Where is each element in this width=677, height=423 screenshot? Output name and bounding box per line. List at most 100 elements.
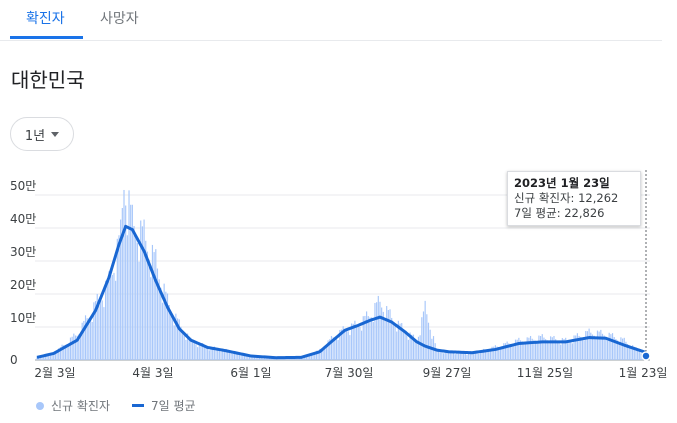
case-bar [407, 339, 410, 360]
case-bar [566, 340, 568, 360]
case-bar [397, 320, 399, 360]
case-bar [519, 340, 522, 360]
case-bar [337, 340, 339, 360]
cases-chart[interactable]: 0 10만 20만 30만 40만 50만 2월 3일 4월 3일 6월 1일 7월 30일 9월… [0, 160, 677, 390]
case-bar [449, 352, 451, 360]
case-bar [563, 338, 565, 360]
legend-bars-marker [36, 401, 44, 410]
case-bar [322, 347, 324, 360]
case-bar [575, 335, 577, 360]
case-bar [531, 338, 533, 360]
case-bar [332, 337, 334, 360]
tab-confirmed[interactable]: 확진자 [26, 11, 65, 27]
case-bar [371, 317, 373, 360]
legend-line-marker [132, 404, 145, 407]
case-bar [257, 356, 259, 360]
case-bar [222, 348, 224, 360]
case-bar [391, 317, 393, 360]
case-bar [640, 353, 642, 360]
case-bar [156, 268, 159, 360]
case-bar [36, 357, 38, 360]
case-bar [118, 235, 120, 360]
case-bar [160, 287, 162, 360]
case-bar [439, 351, 441, 360]
tooltip-average: 7일 평균: 22,826 [514, 206, 605, 220]
case-bar [504, 343, 507, 360]
case-bar [183, 334, 185, 360]
case-bar [213, 346, 215, 360]
case-bar [330, 335, 333, 360]
case-bar [290, 358, 292, 360]
case-bar [93, 302, 95, 360]
case-bar [247, 355, 249, 360]
case-bar [64, 344, 67, 360]
case-bar [591, 334, 594, 360]
x-axis: 2월 3일 4월 3일 6월 1일 7월 30일 9월 27일 11월 25일 1월 23일 [34, 366, 667, 380]
tab-deaths[interactable]: 사망자 [100, 11, 139, 27]
case-bar [615, 339, 617, 360]
case-bar [377, 295, 379, 360]
case-bar [115, 280, 117, 360]
case-bar [434, 343, 436, 360]
case-bar [355, 325, 358, 360]
case-bar [560, 344, 562, 360]
case-bar [590, 332, 592, 360]
case-bar [302, 357, 304, 360]
case-bar [126, 235, 128, 360]
case-bar [627, 344, 629, 360]
case-bar [585, 330, 587, 360]
case-bar [359, 326, 361, 360]
case-bar [163, 283, 165, 360]
case-bar [79, 336, 82, 360]
case-bar [309, 354, 311, 360]
case-bar [53, 353, 55, 360]
case-bar [623, 337, 625, 360]
case-bar [422, 311, 425, 360]
case-bar [543, 337, 545, 360]
case-bar [105, 280, 107, 360]
case-bar [88, 318, 90, 360]
avg-line [36, 224, 647, 360]
case-bar [145, 240, 147, 360]
case-bar [437, 350, 440, 360]
case-bar [133, 226, 135, 360]
case-bar [84, 315, 87, 360]
time-range-dropdown[interactable]: 1년 [10, 117, 74, 151]
y-tick-label: 50만 [10, 179, 36, 193]
case-bar [446, 351, 448, 360]
case-bar [546, 340, 548, 360]
case-bar [347, 331, 349, 360]
case-bar [357, 326, 359, 360]
x-tick-label: 4월 3일 [132, 366, 173, 380]
case-bar [71, 336, 73, 360]
active-tab-indicator [10, 36, 83, 39]
case-bar [262, 356, 264, 360]
case-bar [464, 353, 466, 360]
y-tick-label: 20만 [10, 278, 36, 292]
tab-bar: 확진자 사망자 [0, 0, 662, 41]
case-bar [73, 333, 75, 360]
case-bar [506, 341, 508, 360]
case-bar [44, 356, 46, 360]
case-bar [267, 357, 269, 360]
case-bar [571, 343, 573, 360]
case-bar [166, 293, 169, 360]
x-tick-label: 7월 30일 [325, 366, 374, 380]
case-bar [176, 318, 179, 360]
case-bar [509, 343, 512, 360]
case-bar [580, 336, 582, 360]
case-bar [540, 335, 542, 360]
case-bar [581, 337, 584, 360]
case-bar [526, 337, 528, 360]
case-bar [536, 343, 538, 360]
case-bar [186, 333, 189, 360]
case-bar [610, 334, 612, 360]
case-bar [130, 204, 132, 360]
x-tick-label: 1월 23일 [619, 366, 668, 380]
case-bar [195, 344, 197, 360]
case-bar [94, 301, 97, 360]
case-bar [550, 336, 552, 360]
case-bar [565, 337, 567, 360]
case-bar [635, 347, 637, 360]
case-bar [190, 337, 192, 360]
